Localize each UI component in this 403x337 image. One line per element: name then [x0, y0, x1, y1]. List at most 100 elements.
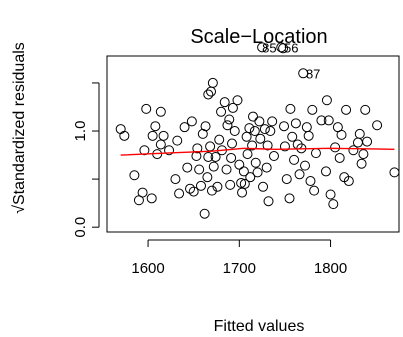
data-point — [263, 196, 274, 207]
data-point — [294, 169, 305, 180]
data-point — [352, 137, 363, 148]
data-point — [298, 68, 309, 79]
data-point — [238, 166, 249, 177]
data-point — [141, 103, 152, 114]
data-point — [199, 208, 210, 219]
data-point — [174, 188, 185, 199]
data-point — [232, 95, 243, 106]
data-point — [341, 104, 352, 115]
data-point — [207, 77, 218, 88]
data-point — [287, 131, 298, 142]
data-point — [172, 135, 183, 146]
data-point — [285, 103, 296, 114]
data-point — [248, 111, 258, 122]
y-tick-label: 0.0 — [72, 217, 89, 238]
data-point — [254, 116, 265, 127]
data-point — [227, 102, 238, 113]
data-point — [309, 185, 320, 196]
data-point — [336, 129, 347, 140]
data-point — [179, 122, 190, 133]
data-point — [354, 128, 365, 139]
data-point — [115, 124, 126, 135]
data-point — [206, 86, 217, 97]
data-point — [301, 122, 312, 133]
data-point — [356, 158, 367, 169]
data-point — [155, 106, 166, 117]
data-point — [221, 164, 232, 175]
data-point — [225, 179, 236, 190]
data-point — [129, 170, 140, 181]
data-point — [241, 131, 252, 142]
data-point — [267, 116, 278, 127]
data-point — [323, 115, 334, 126]
x-tick-label: 1600 — [131, 260, 164, 277]
data-point — [155, 139, 166, 150]
data-point — [227, 138, 238, 149]
data-point — [219, 97, 230, 108]
y-tick-label: 1.0 — [72, 121, 89, 142]
data-point — [250, 157, 261, 168]
data-point — [222, 120, 233, 131]
data-point — [245, 172, 256, 183]
data-point — [242, 149, 253, 160]
data-point — [147, 130, 158, 141]
data-point — [170, 174, 181, 185]
data-point — [202, 172, 213, 183]
data-point — [214, 134, 225, 145]
data-point — [258, 181, 269, 192]
data-point — [137, 187, 148, 198]
point-label: 87 — [306, 66, 320, 81]
data-point — [186, 116, 197, 127]
data-point — [330, 142, 341, 153]
data-point — [200, 121, 211, 132]
data-point — [321, 95, 332, 106]
data-point — [164, 145, 175, 156]
data-point — [259, 124, 270, 135]
data-point — [212, 181, 223, 192]
data-point — [328, 199, 339, 210]
data-point — [268, 151, 279, 162]
chart-title: Scale−Location — [190, 26, 327, 48]
data-point — [150, 121, 161, 132]
data-point — [192, 143, 203, 154]
data-point — [226, 152, 237, 163]
data-point — [194, 164, 205, 175]
data-point — [244, 123, 255, 134]
data-point — [362, 136, 373, 147]
data-point — [279, 121, 290, 132]
data-point — [276, 42, 287, 53]
data-point — [205, 141, 216, 152]
data-point — [208, 161, 219, 172]
data-point — [348, 145, 359, 156]
data-point — [321, 166, 331, 177]
data-point — [278, 43, 289, 54]
data-point — [185, 183, 196, 194]
data-point — [203, 151, 214, 162]
data-point — [206, 185, 217, 196]
data-point — [389, 167, 400, 178]
data-point — [229, 126, 240, 137]
data-point — [358, 149, 369, 160]
data-point — [300, 160, 311, 171]
plot-frame — [106, 55, 400, 233]
data-point — [247, 140, 258, 151]
x-axis-label: Fitted values — [214, 318, 305, 335]
data-point — [158, 130, 169, 141]
data-point — [334, 152, 345, 163]
data-point — [290, 118, 301, 129]
data-point — [234, 159, 245, 170]
data-point — [343, 176, 354, 187]
data-point — [237, 187, 248, 198]
y-axis-label: √Standardized residuals — [11, 42, 28, 214]
data-point — [216, 106, 227, 117]
data-point — [310, 148, 321, 159]
point-label: 85 — [262, 40, 276, 55]
data-point — [252, 167, 263, 178]
data-point — [262, 140, 273, 151]
data-point — [303, 130, 314, 141]
data-point — [146, 193, 157, 204]
data-point — [249, 126, 260, 137]
smooth-line — [120, 147, 395, 156]
data-point — [257, 42, 268, 53]
